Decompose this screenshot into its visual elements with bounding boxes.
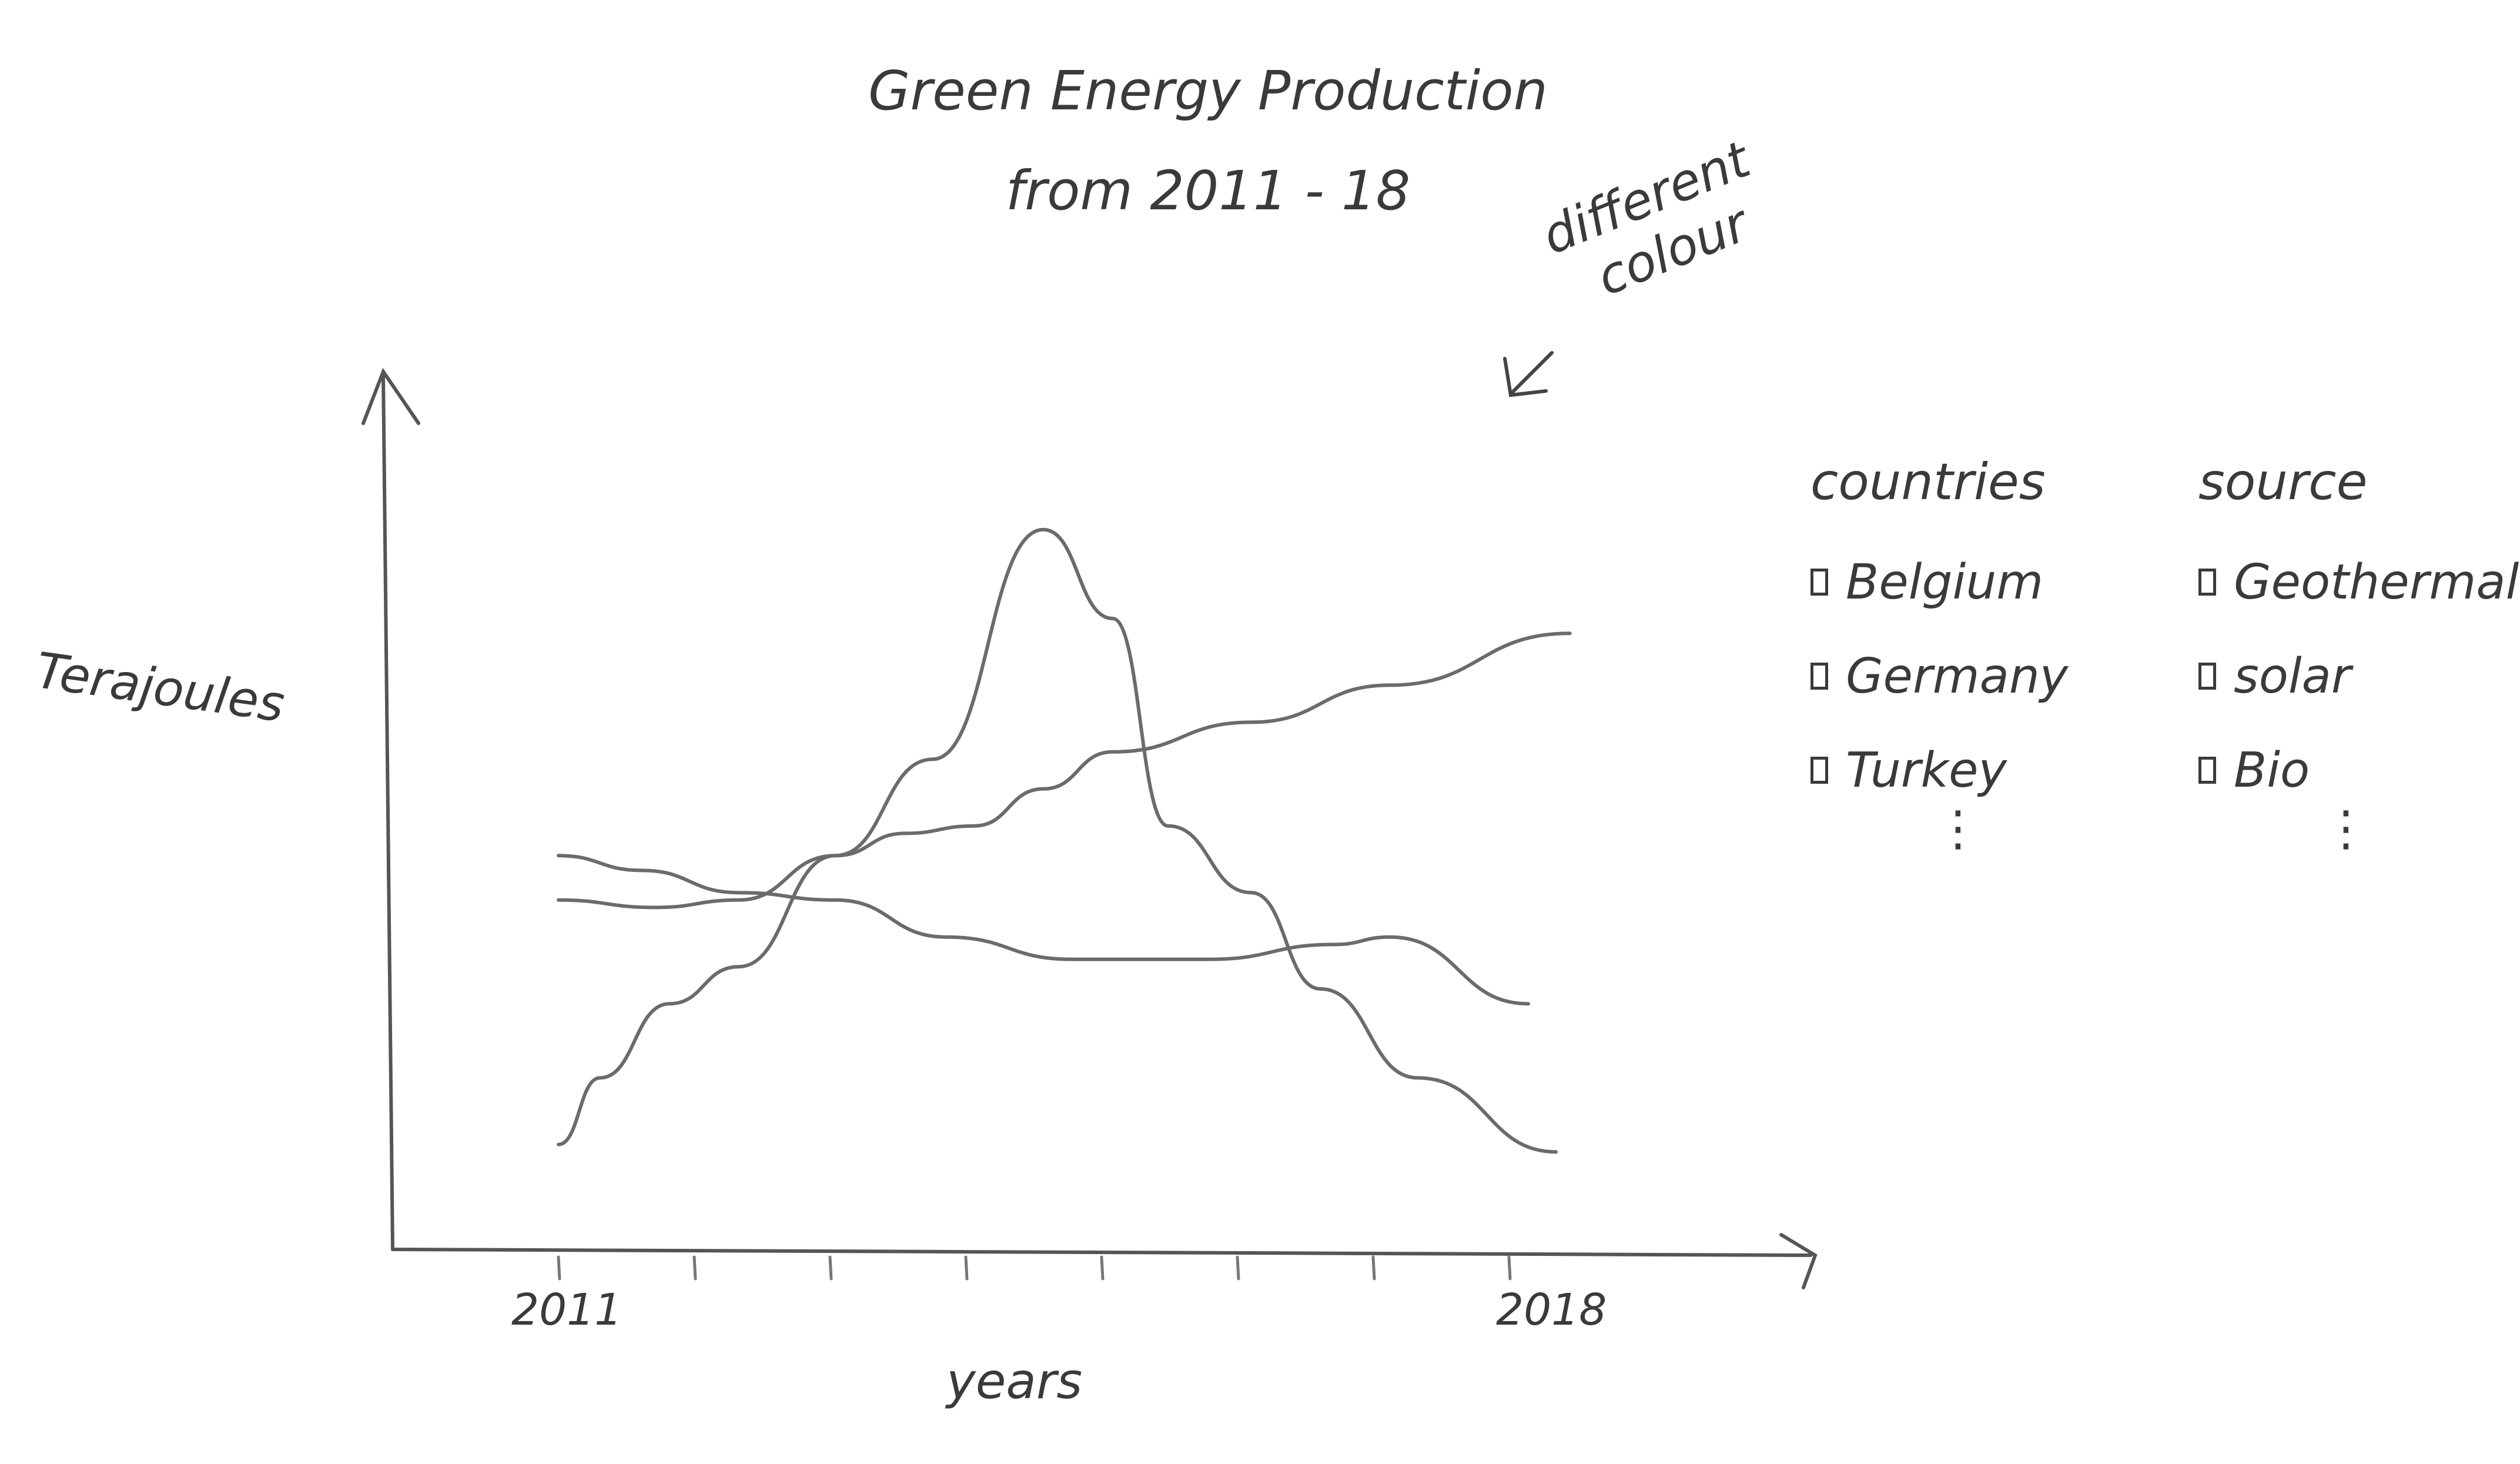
checkbox-icon[interactable] [2198,757,2216,784]
x-tick [1371,1255,1376,1281]
x-tick [1100,1255,1105,1281]
checkbox-icon[interactable] [1810,757,1828,784]
chart-title-line-1: Green Energy Production [868,59,1548,122]
checkbox-icon[interactable] [1810,663,1828,690]
x-tick-label-end: 2018 [1496,1285,1607,1335]
x-axis-arrow [1779,1233,1818,1289]
source-checkbox-geothermal[interactable]: Geothermal [2198,535,2519,629]
series-line-3 [557,527,1558,1154]
countries-heading: countries [1810,453,2046,512]
series-line-2 [557,854,1530,1006]
country-label: Germany [1846,648,2069,704]
x-tick [1507,1255,1512,1281]
y-axis-line [381,375,394,1251]
countries-filter: countries Belgium Germany Turkey ⋮ [1810,453,2068,857]
y-axis [362,367,420,1251]
chart-title-line-2: from 2011 - 18 [1005,159,1411,222]
country-checkbox-belgium[interactable]: Belgium [1810,535,2068,629]
countries-more: ⋮ [1934,801,1982,857]
country-checkbox-turkey[interactable]: Turkey [1810,723,2068,817]
source-label: Geothermal [2234,554,2519,610]
x-tick [692,1255,697,1281]
country-label: Belgium [1846,554,2044,610]
source-checkbox-bio[interactable]: Bio [2198,723,2519,817]
source-label: solar [2234,648,2351,704]
chart-title: Green Energy Production from 2011 - 18 [811,41,1605,241]
x-tick [964,1255,969,1281]
x-tick-label-start: 2011 [511,1285,623,1335]
checkbox-icon[interactable] [2198,569,2216,596]
x-tick [1236,1255,1240,1281]
country-label: Turkey [1846,742,2007,798]
source-label: Bio [2234,742,2310,798]
source-more: ⋮ [2322,801,2370,857]
series-layer [557,527,1572,1154]
x-tick [828,1255,833,1281]
x-axis-line [391,1248,1812,1257]
x-tick [557,1255,561,1281]
country-checkbox-germany[interactable]: Germany [1810,629,2068,723]
x-axis [391,1233,1818,1289]
source-filter: source Geothermal solar Bio ⋮ [2198,453,2519,857]
x-ticks [557,1255,1512,1281]
y-axis-arrow [362,367,420,425]
x-axis-label: years [946,1352,1083,1410]
annotation-arrow-icon [1503,351,1554,397]
source-heading: source [2198,453,2368,512]
source-checkbox-solar[interactable]: solar [2198,629,2519,723]
checkbox-icon[interactable] [1810,569,1828,596]
checkbox-icon[interactable] [2198,663,2216,690]
series-line-1 [557,631,1572,910]
